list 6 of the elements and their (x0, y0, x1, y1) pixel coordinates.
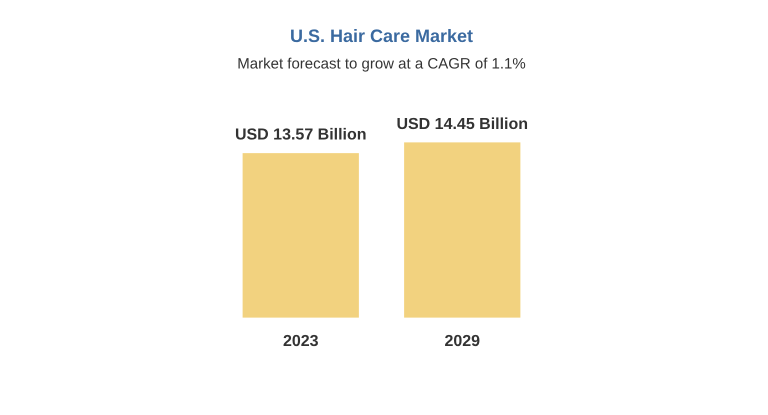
chart-title: U.S. Hair Care Market (290, 26, 474, 46)
x-tick-label: 2029 (444, 332, 480, 350)
data-label: USD 13.57 Billion (234, 126, 367, 144)
x-tick-label: 2023 (282, 332, 319, 350)
data-label: USD 14.45 Billion (396, 116, 528, 133)
chart-subtitle: Market forecast to grow at a CAGR of 1.1% (237, 56, 526, 73)
